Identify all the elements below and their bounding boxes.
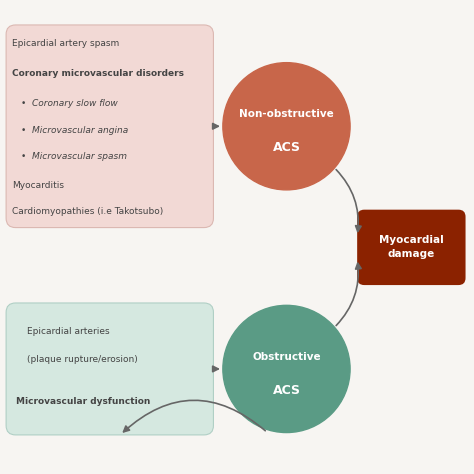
Text: Non-obstructive: Non-obstructive: [239, 109, 334, 119]
FancyArrowPatch shape: [336, 263, 361, 326]
Text: ACS: ACS: [273, 383, 301, 397]
Circle shape: [223, 305, 350, 433]
Text: ACS: ACS: [273, 141, 301, 154]
FancyArrowPatch shape: [336, 170, 361, 231]
Text: Coronary microvascular disorders: Coronary microvascular disorders: [12, 69, 184, 78]
Text: Myocardial
damage: Myocardial damage: [379, 236, 444, 259]
Text: Myocarditis: Myocarditis: [12, 181, 64, 190]
Text: •  Coronary slow flow: • Coronary slow flow: [20, 100, 118, 109]
Text: Cardiomyopathies (i.e Takotsubo): Cardiomyopathies (i.e Takotsubo): [12, 207, 164, 216]
Text: Epicardial artery spasm: Epicardial artery spasm: [12, 39, 119, 48]
FancyBboxPatch shape: [357, 210, 465, 285]
FancyArrowPatch shape: [213, 366, 218, 372]
FancyBboxPatch shape: [6, 25, 213, 228]
Text: Microvascular dysfunction: Microvascular dysfunction: [17, 397, 151, 406]
FancyBboxPatch shape: [6, 303, 213, 435]
Text: (plaque rupture/erosion): (plaque rupture/erosion): [27, 355, 137, 364]
Circle shape: [223, 63, 350, 190]
Text: Obstructive: Obstructive: [252, 352, 321, 362]
Text: •  Microvascular spasm: • Microvascular spasm: [20, 152, 127, 161]
FancyArrowPatch shape: [124, 400, 265, 432]
Text: •  Microvascular angina: • Microvascular angina: [20, 126, 128, 135]
Text: Epicardial arteries: Epicardial arteries: [27, 328, 109, 337]
FancyArrowPatch shape: [213, 124, 218, 129]
